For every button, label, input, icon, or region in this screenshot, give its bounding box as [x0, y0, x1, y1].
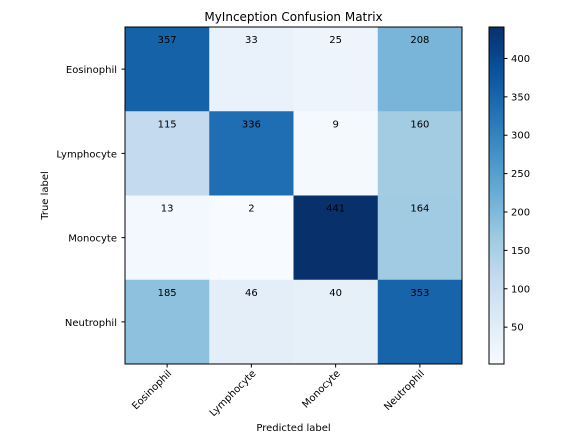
- cell-value-label: 353: [410, 288, 429, 299]
- y-tick-label: Eosinophil: [66, 65, 117, 76]
- colorbar: [488, 26, 505, 365]
- matrix-cell: [125, 279, 210, 365]
- matrix-cell: [293, 279, 379, 365]
- cell-value-label: 46: [245, 288, 258, 299]
- y-tick-label: Monocyte: [68, 234, 117, 245]
- cell-value-label: 164: [410, 204, 429, 215]
- colorbar-tick-label: 50: [511, 323, 524, 334]
- cell-value-label: 33: [245, 35, 258, 46]
- matrix-cell: [293, 27, 379, 112]
- matrix-cell: [377, 195, 463, 281]
- colorbar-tick-label: 300: [511, 131, 530, 142]
- matrix-cell: [209, 279, 294, 365]
- matrix-cell: [209, 27, 294, 112]
- x-tick-label: Lymphocyte: [208, 368, 259, 419]
- colorbar-tick-label: 100: [511, 284, 530, 295]
- colorbar-tick-label: 250: [511, 169, 530, 180]
- x-tick-label: Monocyte: [301, 368, 343, 410]
- x-tick-label: Neutrophil: [382, 368, 427, 413]
- y-tick-label: Neutrophil: [65, 318, 117, 329]
- cell-value-label: 208: [410, 35, 429, 46]
- cell-value-label: 115: [158, 119, 177, 130]
- matrix-cell: [125, 27, 210, 112]
- matrix-cell: [293, 195, 379, 281]
- cell-value-label: 9: [332, 119, 338, 130]
- y-tick-label: Lymphocyte: [56, 149, 117, 160]
- cell-value-label: 160: [410, 119, 429, 130]
- x-tick-label: Eosinophil: [130, 368, 174, 412]
- matrix-cell: [209, 111, 294, 196]
- colorbar-ticks: 50 100 150 200 250 300 350 400: [504, 54, 530, 334]
- plot-frame: [124, 26, 463, 365]
- matrix-cell: [125, 195, 210, 281]
- cell-value-label: 357: [158, 35, 177, 46]
- chart-title: MyInception Confusion Matrix: [204, 10, 382, 24]
- x-tick-labels: Eosinophil Lymphocyte Monocyte Neutrophil: [130, 364, 427, 419]
- cell-value-label: 40: [329, 288, 342, 299]
- colorbar-tick-label: 400: [511, 54, 530, 65]
- matrix-cell: [293, 111, 379, 196]
- matrix-cell: [377, 279, 463, 365]
- cell-value-label: 2: [248, 204, 254, 215]
- cell-value-label: 336: [242, 119, 261, 130]
- cell-value-label: 25: [329, 35, 342, 46]
- y-tick-labels: Eosinophil Lymphocyte Monocyte Neutrophil: [56, 65, 125, 329]
- cell-value-label: 185: [158, 288, 177, 299]
- matrix-cell: [125, 111, 210, 196]
- colorbar-tick-label: 150: [511, 246, 530, 257]
- matrix-cell: [209, 195, 294, 281]
- cell-value-label: 13: [161, 204, 174, 215]
- colorbar-tick-label: 200: [511, 208, 530, 219]
- colorbar-tick-label: 350: [511, 92, 530, 103]
- y-axis-label: True label: [40, 171, 51, 221]
- cell-value-label: 441: [326, 204, 345, 215]
- x-axis-label: Predicted label: [256, 423, 330, 432]
- matrix-cell: [377, 111, 463, 196]
- matrix-cell: [377, 27, 463, 112]
- matrix-cells: 357 33 25 208 115 336 9 160 13 2 441 164 185 46 40 353: [125, 27, 463, 365]
